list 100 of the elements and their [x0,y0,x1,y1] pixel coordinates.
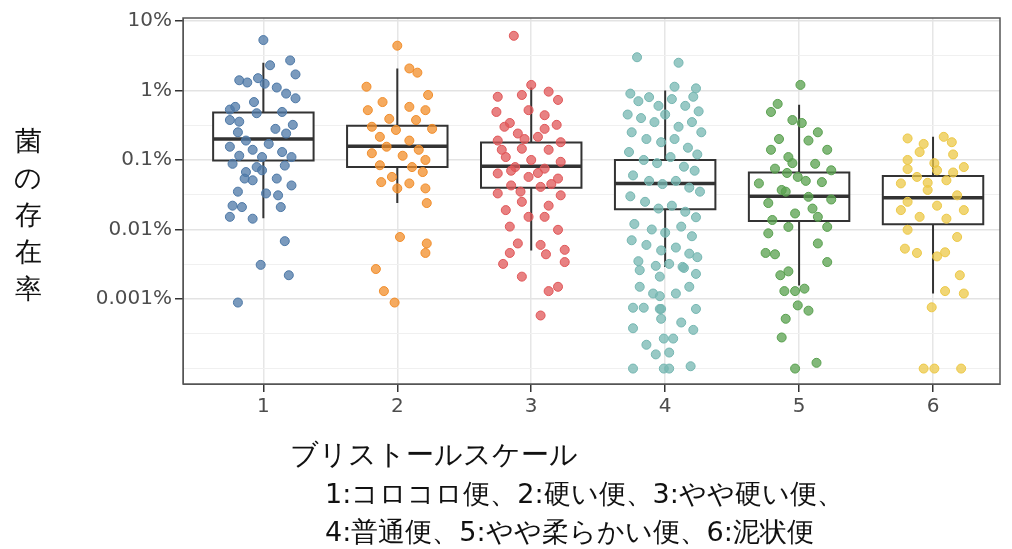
point [496,144,507,155]
point [232,127,243,138]
point [286,180,297,191]
point [492,135,503,146]
point [553,173,564,184]
point [902,133,913,144]
point [512,128,523,139]
point [412,67,423,78]
point [539,163,550,174]
point [404,101,415,112]
point [543,286,554,297]
point [543,144,554,155]
point [504,247,515,258]
point [257,152,268,163]
point [553,281,564,292]
point [500,152,511,163]
point [559,257,570,268]
point [532,131,543,142]
point [782,167,793,178]
point [247,144,258,155]
point [958,162,969,173]
point [516,143,527,154]
point [234,116,245,127]
point [498,258,509,269]
point [902,154,913,165]
point [812,238,823,249]
point [938,131,949,142]
point [374,131,385,142]
x-tick-label: 1 [256,393,270,418]
point [290,93,301,104]
point [232,297,243,308]
point [765,144,776,155]
point [551,119,562,130]
point [224,115,235,126]
point [236,202,247,213]
point [417,167,428,178]
point [902,164,913,175]
point [790,286,801,297]
point [386,171,397,182]
y-tick-label: 10% [127,7,172,32]
point [404,178,415,189]
x-tick-label: 6 [926,393,940,418]
y-tick-label: 0.001% [95,285,172,310]
point [918,363,929,374]
point [948,167,959,178]
point [265,60,276,71]
point [539,123,550,134]
point [242,77,253,88]
point [411,115,422,126]
point [290,69,301,80]
point [946,137,957,148]
point [389,297,400,308]
point [926,302,937,313]
point [941,175,952,186]
x-axis-title: ブリストールスケール [290,437,578,473]
point [776,332,787,343]
point [822,257,833,268]
point [769,163,780,174]
point [792,300,803,311]
point [499,121,510,132]
point [261,188,272,199]
point [799,283,810,294]
point [895,178,906,189]
point [366,148,377,159]
point [929,158,940,169]
point [516,196,527,207]
point [826,194,837,205]
point [492,188,503,199]
y-tick-label: 0.1% [121,146,172,171]
point [508,30,519,41]
point [807,203,818,214]
point [227,200,238,211]
point [523,105,534,116]
x-tick-label: 4 [658,393,672,418]
point [767,214,778,225]
point [555,137,566,148]
point [227,158,238,169]
point [248,97,259,108]
point [535,239,546,250]
point [539,211,550,222]
point [822,221,833,232]
point [526,79,537,90]
point [941,213,952,224]
point [940,286,951,297]
point [812,211,823,222]
point [270,123,281,134]
point [958,288,969,299]
point [234,150,245,161]
point [277,147,288,158]
point [792,171,803,182]
point [895,205,906,216]
point [918,138,929,149]
point [281,128,292,139]
point [523,171,534,182]
point [287,119,298,130]
point [492,168,503,179]
point [543,200,554,211]
point [803,191,814,202]
point [553,224,564,235]
point [952,232,963,242]
